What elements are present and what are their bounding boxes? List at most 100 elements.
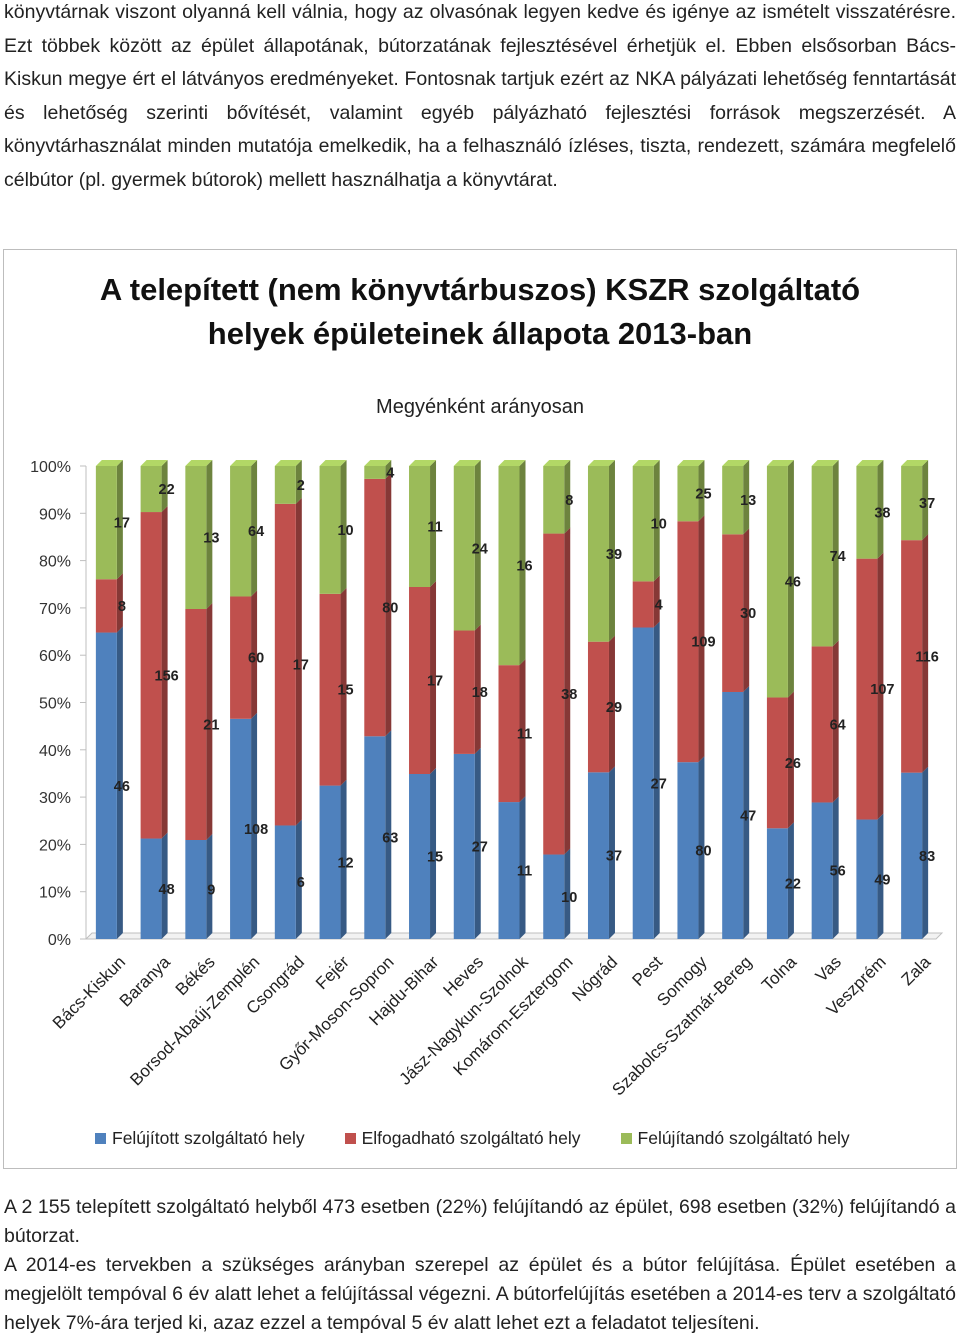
bar-side [251, 590, 258, 719]
bar-segment [140, 838, 162, 939]
bar-segment [319, 785, 341, 939]
data-label: 15 [337, 683, 353, 699]
bar-top [185, 460, 213, 466]
bar-side [430, 581, 437, 774]
bar-side [340, 460, 347, 594]
bar-segment [677, 762, 699, 939]
chart-legend: Felújított szolgáltató hely Elfogadható … [95, 1128, 890, 1149]
bar-segment [140, 466, 162, 513]
bar-side [206, 603, 213, 840]
data-label: 107 [870, 682, 894, 698]
bar-segment [811, 802, 833, 939]
bar-side [653, 621, 660, 939]
data-label: 25 [695, 487, 711, 503]
bar-top [230, 460, 258, 466]
y-tick-label: 60% [39, 648, 71, 665]
bar-segment [274, 503, 296, 826]
bar-side [116, 460, 123, 580]
bar-side [922, 766, 929, 939]
data-label: 109 [691, 635, 715, 651]
bar-side [653, 460, 660, 582]
data-label: 37 [919, 496, 935, 512]
data-label: 26 [785, 756, 801, 772]
bar-side [519, 460, 526, 666]
y-tick-label: 80% [39, 554, 71, 571]
data-label: 29 [606, 700, 622, 716]
data-label: 48 [159, 882, 175, 898]
y-tick-label: 20% [39, 837, 71, 854]
y-tick-label: 70% [39, 601, 71, 618]
data-label: 6 [297, 875, 305, 891]
legend-label-renovated: Felújított szolgáltató hely [112, 1128, 305, 1148]
bar-segment [185, 466, 207, 609]
bar-segment [230, 718, 252, 939]
bar-segment [364, 736, 386, 939]
bar-segment [766, 828, 788, 939]
data-label: 22 [159, 482, 175, 498]
data-label: 4 [386, 465, 394, 481]
bar-side [743, 528, 750, 692]
data-label: 80 [695, 844, 711, 860]
bar-side [653, 575, 660, 628]
bar-side [608, 766, 615, 939]
bar-segment [632, 466, 654, 582]
bar-segment [409, 587, 431, 774]
category-label: Fejér [312, 952, 353, 993]
data-label: 108 [244, 822, 268, 838]
data-label: 11 [517, 864, 532, 880]
bar-side [787, 691, 794, 829]
data-label: 9 [207, 883, 215, 899]
bar-top [722, 460, 750, 466]
bar-top [498, 460, 526, 466]
bar-segment [453, 753, 475, 939]
stacked-bar-chart: 0%10%20%30%40%50%60%70%80%90%100%46817Bá… [30, 459, 944, 1099]
bar-top [543, 460, 571, 466]
data-label: 12 [337, 855, 353, 871]
bar-segment [409, 466, 431, 587]
data-label: 24 [472, 541, 488, 557]
bar-side [251, 712, 258, 939]
bar-segment [453, 630, 475, 754]
bar-top [811, 460, 839, 466]
data-label: 8 [565, 493, 573, 509]
bar-segment [722, 691, 744, 939]
bar-side [474, 460, 481, 631]
data-label: 10 [561, 890, 577, 906]
bar-side [698, 756, 705, 939]
y-tick-label: 100% [30, 459, 71, 476]
bar-side [832, 640, 839, 803]
legend-item-to-renovate: Felújítandó szolgáltató hely [620, 1128, 850, 1149]
data-label: 27 [472, 839, 488, 855]
data-label: 60 [248, 651, 264, 667]
bar-side [116, 573, 123, 633]
intro-paragraph: könyvtárnak viszont olyanná kell válnia,… [4, 1, 956, 191]
y-tick-label: 30% [39, 790, 71, 807]
data-label: 21 [203, 718, 219, 734]
bar-top [587, 460, 615, 466]
bar-segment [409, 774, 431, 939]
y-tick-label: 90% [39, 506, 71, 523]
data-label: 2 [297, 478, 305, 494]
chart-title-line-1: A telepített (nem könyvtárbuszos) KSZR s… [99, 272, 861, 307]
bar-segment [722, 466, 744, 535]
bar-segment [185, 609, 207, 840]
data-label: 63 [382, 831, 398, 847]
bar-side [743, 460, 750, 535]
data-label: 83 [919, 849, 935, 865]
bar-top [274, 460, 302, 466]
legend-swatch-to-renovate [620, 1133, 632, 1144]
bar-side [877, 460, 884, 559]
chart-title-line-2: helyek épületeinek állapota 2013-ban [207, 316, 753, 351]
data-label: 17 [427, 674, 443, 690]
bar-top [677, 460, 705, 466]
category-label: Bács-Kiskun [49, 952, 129, 1032]
bar-segment [587, 466, 609, 642]
bar-segment [95, 632, 117, 939]
bar-segment [766, 697, 788, 829]
data-label: 46 [785, 575, 801, 591]
data-label: 38 [561, 687, 577, 703]
bar-side [295, 819, 302, 939]
bar-side [161, 832, 168, 939]
bar-side [608, 460, 615, 642]
data-label: 22 [785, 877, 801, 893]
